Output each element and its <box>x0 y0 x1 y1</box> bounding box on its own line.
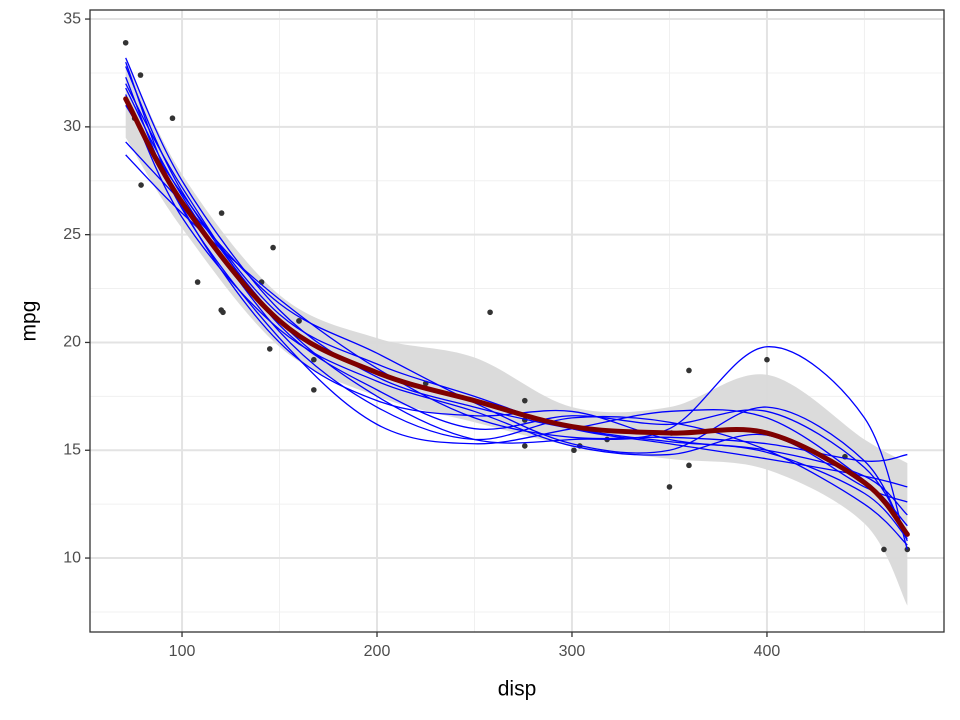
data-point <box>137 72 144 78</box>
resample-curve <box>125 141 908 542</box>
x-axis-title: disp <box>498 678 537 701</box>
y-tick-label: 25 <box>63 226 81 243</box>
fit-curve <box>123 96 910 537</box>
data-point <box>686 367 692 374</box>
panel-border <box>89 9 945 633</box>
data-point <box>266 346 273 352</box>
x-tick-label: 300 <box>559 643 586 660</box>
y-tick-label: 35 <box>63 10 81 27</box>
data-point <box>311 356 317 363</box>
data-point <box>521 397 528 404</box>
data-point <box>881 546 887 553</box>
y-tick-label: 30 <box>63 118 81 135</box>
data-point <box>218 210 225 216</box>
x-tick-label: 200 <box>364 643 391 660</box>
resample-curve <box>125 61 908 540</box>
data-point <box>270 244 276 251</box>
y-axis-title: mpg <box>18 301 41 342</box>
data-point <box>764 356 770 363</box>
data-point <box>220 309 226 316</box>
data-point <box>571 447 577 454</box>
resample-curve <box>125 77 908 527</box>
data-point <box>487 309 493 316</box>
resample-curve <box>125 57 908 516</box>
y-tick-label: 20 <box>63 334 81 351</box>
resample-curve <box>125 83 908 537</box>
y-tick-label: 10 <box>63 549 81 566</box>
data-point <box>686 462 692 469</box>
data-point <box>666 484 673 490</box>
data-point <box>296 318 302 324</box>
x-tick-label: 400 <box>754 643 781 660</box>
data-point <box>194 279 201 285</box>
x-tick-label: 100 <box>169 643 196 660</box>
data-point <box>169 115 176 122</box>
data-point <box>521 443 528 449</box>
data-point <box>122 39 129 46</box>
y-tick-label: 15 <box>63 441 81 458</box>
data-point <box>311 387 317 393</box>
data-point <box>138 182 144 188</box>
